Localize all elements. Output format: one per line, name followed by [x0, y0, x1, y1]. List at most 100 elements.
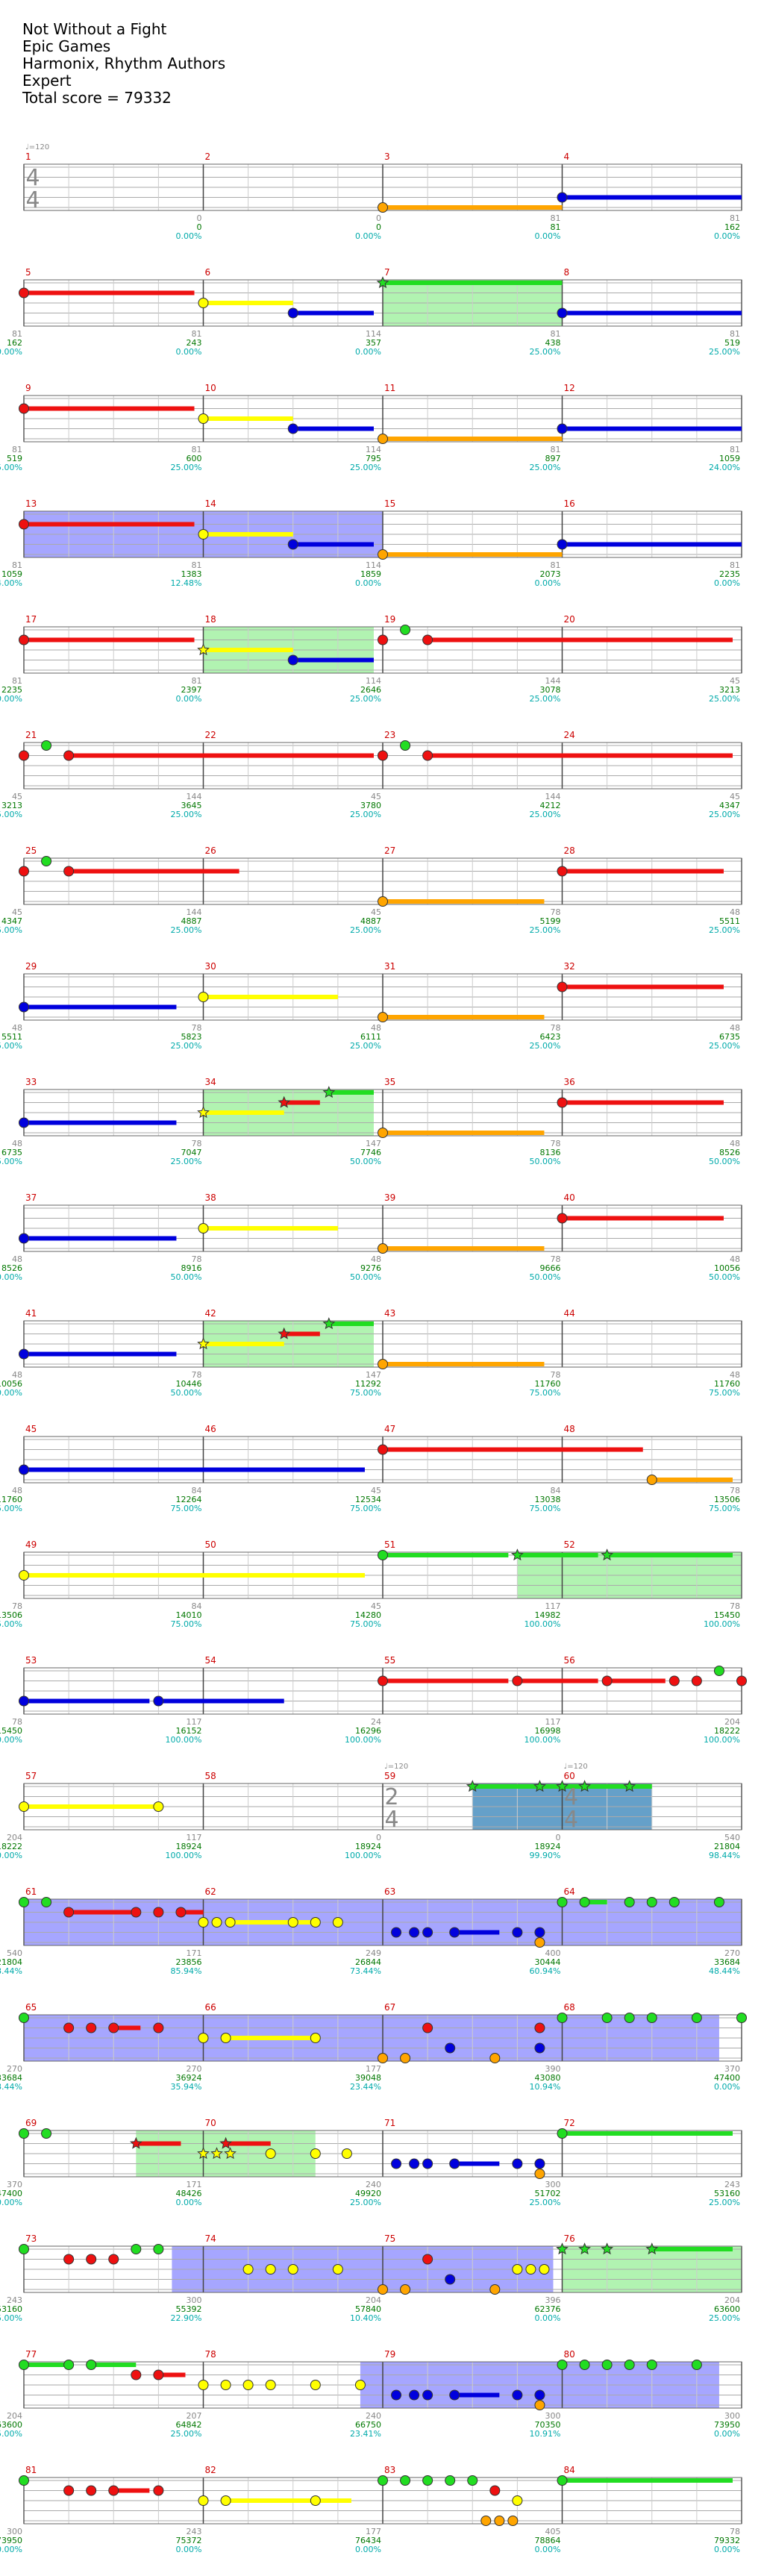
staff-row — [19, 1436, 742, 1485]
note-gem — [400, 2284, 411, 2295]
measure-number: 23 — [384, 730, 395, 740]
measure-score: 84 — [192, 1601, 202, 1611]
measure-score: 81 — [730, 445, 740, 454]
cumulative-score: 1059 — [719, 454, 740, 463]
note-gem — [445, 2475, 456, 2486]
star-note — [197, 1106, 210, 1119]
note-gem — [41, 1897, 52, 1907]
cumulative-score: 897 — [545, 454, 561, 463]
note-gem — [691, 2360, 702, 2370]
overdrive-percent: 100.00% — [345, 1851, 381, 1860]
overdrive-percent: 25.00% — [350, 810, 381, 819]
overdrive-percent: 23.44% — [350, 2082, 381, 2092]
cumulative-score: 6111 — [360, 1032, 381, 1042]
overdrive-percent: 75.00% — [530, 1504, 561, 1513]
cumulative-score: 73950 — [714, 2420, 740, 2430]
note-gem — [445, 2042, 456, 2054]
measure-number: 41 — [25, 1308, 37, 1319]
note-gem — [211, 1917, 222, 1928]
overdrive-percent: 60.94% — [530, 1966, 561, 1976]
measure-score: 204 — [724, 2295, 740, 2305]
overdrive-percent: 12.48% — [171, 578, 202, 588]
star-note — [533, 1780, 546, 1792]
measure-score: 81 — [730, 329, 740, 339]
overdrive-percent: 25.00% — [530, 810, 561, 819]
overdrive-percent: 25.00% — [350, 463, 381, 472]
measure-score: 81 — [192, 560, 202, 570]
note-gem — [310, 2148, 321, 2159]
measure-score: 270 — [187, 2064, 202, 2074]
note-gem — [534, 2022, 545, 2033]
measure-number: 20 — [564, 614, 575, 625]
note-gem — [19, 1801, 29, 1812]
note-gem — [378, 2284, 388, 2295]
measure-score: 0 — [556, 1833, 561, 1842]
overdrive-percent: 50.00% — [0, 1388, 22, 1398]
note-gem — [86, 2485, 97, 2496]
measure-score: 390 — [545, 2064, 561, 2074]
measure-score: 300 — [187, 2295, 202, 2305]
cumulative-score: 2235 — [719, 569, 740, 579]
measure-score: 243 — [724, 2180, 740, 2189]
measure-score: 48 — [730, 1139, 740, 1148]
overdrive-percent: 25.00% — [709, 1041, 740, 1051]
cumulative-score: 76434 — [355, 2536, 381, 2545]
overdrive-percent: 0.00% — [176, 2545, 202, 2554]
note-gem — [19, 2244, 29, 2254]
measure-score: 204 — [366, 2295, 381, 2305]
measure-score: 78 — [551, 907, 561, 917]
note-gem — [153, 1907, 164, 1918]
star-note — [322, 1086, 336, 1098]
overdrive-percent: 75.00% — [709, 1504, 740, 1513]
note-gem — [19, 1897, 29, 1907]
note-gem — [131, 1907, 142, 1918]
cumulative-score: 11292 — [355, 1379, 381, 1389]
measure-score: 78 — [12, 1717, 22, 1727]
overdrive-percent: 50.00% — [709, 1157, 740, 1166]
measure-number: 12 — [564, 383, 575, 393]
overdrive-percent: 75.00% — [350, 1619, 381, 1629]
cumulative-score: 519 — [724, 338, 740, 348]
note-gem — [287, 307, 298, 319]
cumulative-score: 243 — [187, 338, 202, 348]
cumulative-score: 15450 — [714, 1610, 740, 1620]
staff-border — [23, 626, 742, 674]
measure-number: 74 — [205, 2233, 216, 2244]
note-gem — [108, 2254, 119, 2265]
overdrive-percent: 75.00% — [709, 1388, 740, 1398]
cumulative-score: 6735 — [719, 1032, 740, 1042]
overdrive-percent: 25.00% — [350, 694, 381, 704]
note-gem — [512, 2264, 523, 2275]
note-gem — [557, 307, 568, 319]
cumulative-score: 18222 — [714, 1726, 740, 1736]
measure-number: 84 — [564, 2465, 575, 2475]
staff-row — [19, 740, 742, 790]
note-gem — [422, 634, 433, 645]
measure-score: 144 — [187, 907, 202, 917]
overdrive-percent: 25.00% — [171, 463, 202, 472]
cumulative-score: 21804 — [714, 1842, 740, 1851]
note-gem — [41, 740, 52, 751]
overdrive-percent: 24.00% — [0, 578, 22, 588]
measure-number: 24 — [564, 730, 575, 740]
measure-number: 36 — [564, 1077, 575, 1087]
measure-score: 48 — [12, 1139, 22, 1148]
cumulative-score: 13506 — [714, 1495, 740, 1504]
measure-number: 17 — [25, 614, 37, 625]
overdrive-percent: 0.00% — [355, 347, 381, 357]
measure-number: 73 — [25, 2233, 37, 2244]
overdrive-percent: 22.90% — [171, 2313, 202, 2323]
note-gem — [668, 1897, 680, 1907]
overdrive-percent: 0.00% — [0, 694, 22, 704]
measure-number: 11 — [384, 383, 395, 393]
cumulative-score: 14280 — [355, 1610, 381, 1620]
time-signature-denominator: 4 — [564, 1807, 578, 1833]
note-gem — [378, 1444, 388, 1455]
note-gem — [557, 1097, 568, 1108]
overdrive-percent: 98.44% — [709, 1851, 740, 1860]
measure-score: 177 — [366, 2527, 381, 2536]
note-gem — [265, 2380, 276, 2390]
note-gem — [378, 434, 388, 444]
note-gem — [19, 403, 29, 414]
measure-score: 78 — [12, 1601, 22, 1611]
